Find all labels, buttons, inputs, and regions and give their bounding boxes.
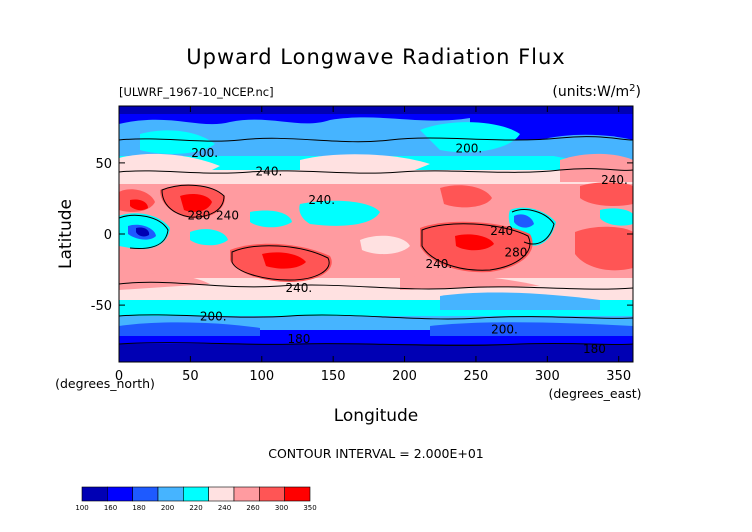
colorbar-swatch [259, 486, 285, 502]
contour-label: 240. [601, 173, 628, 187]
contour-180-south [119, 342, 633, 346]
x-axis-title: Longitude [334, 406, 419, 426]
patch-peak-namerica [130, 199, 148, 211]
y-axis-title: Latitude [56, 199, 76, 269]
contour-280-safrica [421, 223, 531, 271]
patch-ne-pink [560, 153, 633, 182]
y-tick-label: -50 [91, 299, 112, 314]
patch-red-nw-sub [580, 182, 633, 206]
contour-label: 280 [188, 209, 211, 223]
patch-peak-nafrica [180, 194, 212, 212]
patch-north-cyan-gap [119, 117, 470, 140]
patch-south-blue-w [119, 322, 260, 336]
colorbar-tick-label: 240 [218, 504, 231, 512]
file-label: [ULWRF_1967-10_NCEP.nc] [119, 85, 274, 99]
contour-eq-east [511, 209, 555, 245]
colorbar-swatch [284, 486, 311, 502]
contour-label: 180 [583, 342, 606, 356]
x-tick-label: 250 [464, 369, 489, 384]
band-polar-south [119, 344, 633, 362]
colorbar-tick-label: 160 [104, 504, 117, 512]
y-unit-label: (degrees_north) [55, 376, 155, 391]
patch-ne-cyan-small [600, 208, 633, 226]
contour-240-north [119, 168, 633, 174]
x-tick-label: 100 [249, 369, 274, 384]
patch-eq-pink-mid [360, 235, 410, 255]
x-tick-label: 300 [535, 369, 560, 384]
patch-north-lightblue-e [540, 134, 633, 161]
colorbar-swatch [132, 486, 159, 502]
patch-peak-safrica [455, 234, 494, 251]
colorbar-swatch [107, 486, 133, 502]
contour-lines [119, 136, 633, 346]
x-tick-label: 200 [392, 369, 417, 384]
contour-200-south [119, 314, 633, 320]
contour-240-south [119, 281, 633, 290]
contour-label: 240 [490, 224, 513, 238]
x-tick-label: 150 [321, 369, 346, 384]
contour-interval-text: CONTOUR INTERVAL = 2.000E+01 [268, 446, 484, 461]
contour-label: 180 [287, 332, 310, 346]
units-label: (units:W/m2) [552, 83, 641, 100]
contour-label: 240 [216, 209, 239, 223]
colorbar-tick-label: 260 [246, 504, 259, 512]
patch-south-pink-e [400, 275, 540, 290]
y-axis: 50 0 -50 [91, 157, 633, 314]
contour-label: 240. [425, 257, 452, 271]
contour-280-australia [231, 245, 330, 281]
x-tick-label: 350 [606, 369, 631, 384]
x-tick-label: 50 [182, 369, 199, 384]
patch-red-saharan-east [440, 185, 492, 208]
colorbar-swatch [208, 486, 235, 502]
colorbar-tick-label: 350 [303, 504, 316, 512]
patch-eq-cyan-c2 [250, 210, 292, 228]
colorbar-tick-label: 220 [189, 504, 202, 512]
patch-eq-cyan-mid [190, 229, 228, 246]
colorbar-swatch [81, 486, 108, 502]
patch-north-cyan-nw [140, 130, 215, 154]
contour-label: 200. [200, 309, 227, 323]
colorbar-swatch [183, 486, 209, 502]
contour-280-nafrica [161, 184, 225, 218]
band-polar-north [119, 106, 633, 114]
colorbar-tick-label: 180 [132, 504, 145, 512]
contour-eq-west [119, 214, 169, 249]
contour-label: 240. [256, 164, 283, 178]
colorbar: 100 160 180 200 220 240 260 300 350 [75, 486, 317, 512]
heatmap-field [119, 106, 633, 362]
patch-north-pink-w [119, 153, 220, 176]
patch-north-pink-e [300, 154, 430, 172]
x-axis: 0 50 100 150 200 250 300 350 [115, 106, 631, 384]
x-unit-label: (degrees_east) [548, 386, 641, 401]
contour-label: 280 [504, 245, 527, 259]
colorbar-tick-label: 200 [161, 504, 174, 512]
patch-peak-australia [262, 252, 306, 269]
y-tick-label: 50 [95, 157, 112, 172]
colorbar-swatch [157, 486, 184, 502]
patch-south-pink-w [119, 273, 210, 290]
contour-label: 200. [191, 146, 218, 160]
contour-200-north [119, 136, 633, 143]
patch-north-cyan-ne [420, 122, 520, 153]
patch-south-cyan-e [440, 292, 600, 310]
contour-label-layer: 200. 240. 200. 240. 240. 280 240 240 280 240. 240.… [188, 142, 628, 357]
contour-label: 240. [308, 193, 335, 207]
band-north-temperate [119, 170, 633, 184]
x-tick-label: 0 [115, 369, 123, 384]
contour-label: 240. [286, 281, 313, 295]
patch-red-samerica [575, 226, 633, 271]
colorbar-tick-label: 300 [275, 504, 288, 512]
patch-eq-cyan-c [299, 200, 380, 226]
colorbar-tick-label: 100 [75, 504, 88, 512]
patch-eq-darkblue-west [136, 227, 150, 237]
contour-label: 200. [455, 142, 482, 156]
contour-label: 200. [491, 322, 518, 336]
chart-title: Upward Longwave Radiation Flux [186, 45, 565, 69]
patch-eq-blue-e [514, 214, 534, 228]
colorbar-swatch [233, 486, 260, 502]
y-tick-label: 0 [104, 228, 112, 243]
patch-south-blue-e [430, 322, 633, 336]
